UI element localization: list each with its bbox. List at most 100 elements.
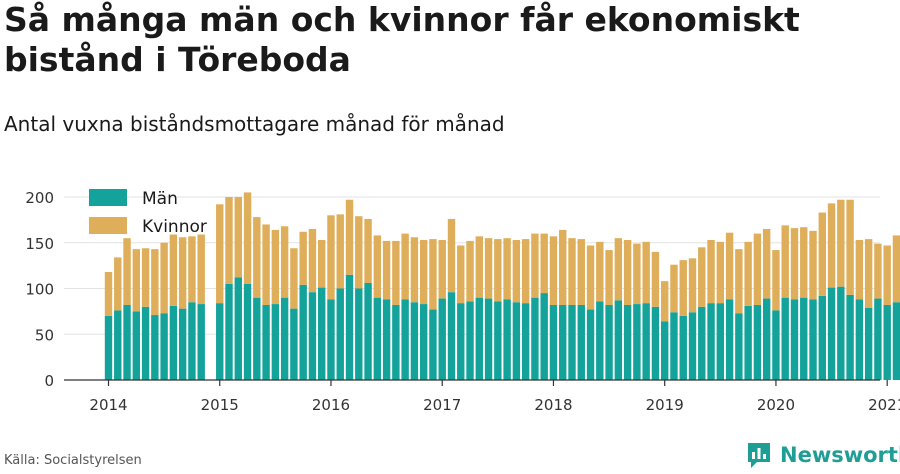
bar-kvinnor <box>308 229 317 293</box>
bar-kvinnor <box>327 215 335 300</box>
bar-man <box>429 309 437 380</box>
bar-man <box>169 305 178 380</box>
bar-man <box>410 302 419 380</box>
bar-man <box>253 297 261 380</box>
bar-kvinnor <box>197 234 205 305</box>
bar-kvinnor <box>661 281 669 322</box>
x-tick-label: 2016 <box>312 396 350 414</box>
bar-kvinnor <box>253 217 261 298</box>
bar-man <box>392 304 400 380</box>
bar-man <box>827 287 836 380</box>
bar-kvinnor <box>123 238 131 305</box>
y-tick-label: 100 <box>25 281 54 299</box>
bar-man <box>874 298 882 380</box>
bar-kvinnor <box>271 229 280 305</box>
bar-kvinnor <box>243 192 252 284</box>
bar-kvinnor <box>735 249 743 314</box>
chart-title: Så många män och kvinnor får ekonomiskt … <box>4 0 800 79</box>
bar-man <box>104 315 113 380</box>
bar-kvinnor <box>725 232 734 300</box>
bar-kvinnor <box>864 239 873 308</box>
bar-man <box>271 304 280 380</box>
bar-kvinnor <box>800 227 808 298</box>
bar-kvinnor <box>623 240 632 305</box>
bar-man <box>318 287 326 380</box>
bar-kvinnor <box>883 245 891 305</box>
bar-kvinnor <box>846 199 854 295</box>
bar-kvinnor <box>466 240 474 302</box>
bar-kvinnor <box>178 237 187 309</box>
bar-man <box>151 315 159 380</box>
bar-man <box>540 293 548 380</box>
bar-man <box>790 299 799 380</box>
x-tick-label: 2015 <box>201 396 239 414</box>
bar-man <box>494 301 502 380</box>
y-tick-label: 150 <box>25 235 54 253</box>
bar-man <box>141 306 150 380</box>
bar-kvinnor <box>855 240 864 300</box>
legend-swatch <box>89 189 127 206</box>
bar-kvinnor <box>642 241 650 304</box>
bar-man <box>123 304 131 380</box>
bar-kvinnor <box>837 199 845 287</box>
bar-man <box>512 302 521 380</box>
bar-kvinnor <box>401 233 409 300</box>
bar-kvinnor <box>651 251 660 307</box>
bar-kvinnor <box>151 249 159 316</box>
bar-kvinnor <box>762 229 771 299</box>
bar-kvinnor <box>874 243 882 299</box>
bar-man <box>401 299 409 380</box>
bar-man <box>466 301 474 380</box>
bar-man <box>447 292 456 380</box>
bar-man <box>188 302 196 380</box>
bar-man <box>280 297 289 380</box>
bar-kvinnor <box>290 248 298 309</box>
y-tick-label: 200 <box>25 189 54 207</box>
bar-man <box>772 310 780 380</box>
bar-man <box>633 304 641 380</box>
bar-man <box>670 312 678 380</box>
bar-kvinnor <box>169 234 178 306</box>
bar-kvinnor <box>790 228 799 300</box>
bar-kvinnor <box>586 245 595 310</box>
bar-kvinnor <box>318 240 326 288</box>
bar-man <box>531 297 539 380</box>
bar-kvinnor <box>494 239 502 302</box>
bar-man <box>503 299 511 380</box>
bar-kvinnor <box>225 197 233 284</box>
bar-kvinnor <box>280 226 289 298</box>
bar-man <box>364 283 372 380</box>
brand-logo: Newsworthy <box>744 440 900 470</box>
bar-kvinnor <box>559 229 567 305</box>
bar-kvinnor <box>160 242 168 314</box>
bar-man <box>160 313 168 380</box>
bar-man <box>345 274 354 380</box>
bar-man <box>744 305 752 380</box>
bar-kvinnor <box>429 239 437 310</box>
chart-subtitle: Antal vuxna biståndsmottagare månad för … <box>4 112 505 136</box>
bar-kvinnor <box>670 264 678 313</box>
bar-man <box>475 297 483 380</box>
bar-kvinnor <box>132 249 141 312</box>
bar-kvinnor <box>614 238 623 301</box>
bar-man <box>234 277 242 380</box>
bar-kvinnor <box>345 199 354 275</box>
bar-kvinnor <box>753 233 762 305</box>
bar-man <box>800 297 808 380</box>
bar-man <box>438 298 446 380</box>
bar-kvinnor <box>716 241 725 304</box>
bar-man <box>661 321 669 380</box>
bar-man <box>549 304 558 380</box>
bar-man <box>559 304 567 380</box>
bar-kvinnor <box>438 240 446 299</box>
bar-kvinnor <box>188 236 196 303</box>
bar-kvinnor <box>382 240 391 300</box>
legend-label: Kvinnor <box>142 217 207 237</box>
bar-man <box>846 294 854 380</box>
bar-man <box>725 299 734 380</box>
x-tick-label: 2017 <box>423 396 461 414</box>
bar-man <box>419 304 428 380</box>
bar-man <box>299 284 307 380</box>
bar-kvinnor <box>355 216 363 289</box>
bar-man <box>716 303 725 380</box>
